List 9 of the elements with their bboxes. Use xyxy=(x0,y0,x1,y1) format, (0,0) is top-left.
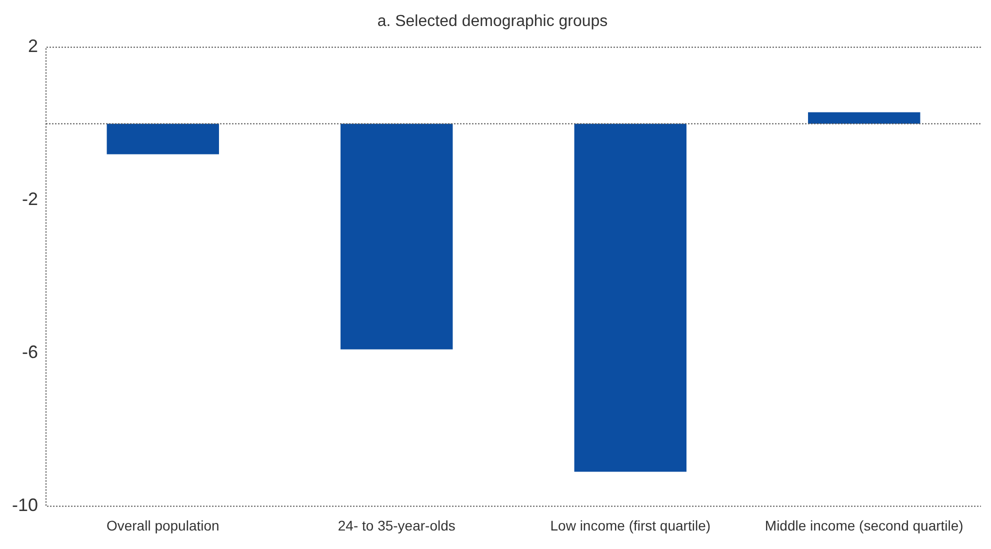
y-tick-label: -6 xyxy=(22,342,38,362)
y-tick-label: -2 xyxy=(22,189,38,210)
y-tick-label: 2 xyxy=(28,36,38,56)
x-tick-label: Middle income (second quartile) xyxy=(764,517,964,534)
x-tick-label: Low income (first quartile) xyxy=(550,517,711,534)
x-tick-label: 24- to 35-year-olds xyxy=(338,517,456,534)
y-tick-label: -10 xyxy=(12,495,38,516)
chart-title: a. Selected demographic groups xyxy=(377,13,608,30)
x-tick-label: Overall population xyxy=(106,517,220,534)
